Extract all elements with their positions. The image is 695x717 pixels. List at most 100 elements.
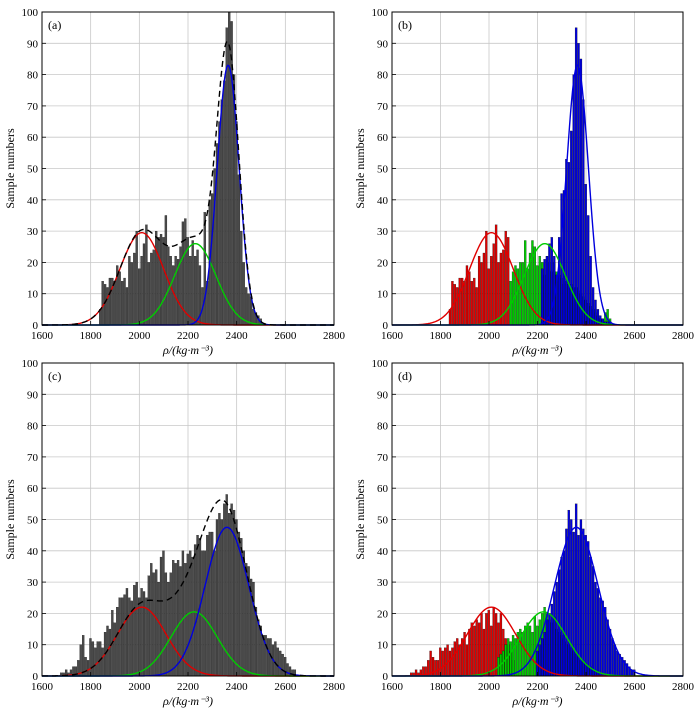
histogram-bar bbox=[538, 256, 541, 326]
histogram-bar bbox=[572, 531, 575, 677]
x-tick-label: 1600 bbox=[31, 330, 54, 342]
histogram-bar bbox=[485, 230, 488, 326]
histogram-bar bbox=[509, 641, 512, 677]
histogram-bar bbox=[203, 212, 206, 326]
histogram-bar bbox=[101, 281, 104, 326]
histogram-bar bbox=[245, 287, 248, 326]
histogram-bar bbox=[524, 240, 527, 326]
histogram-bar bbox=[79, 644, 82, 677]
histogram-bar bbox=[118, 271, 121, 326]
y-tick-label: 30 bbox=[27, 226, 39, 238]
y-tick-label: 100 bbox=[22, 358, 39, 370]
y-tick-label: 10 bbox=[27, 289, 39, 301]
x-axis-label: ρ/(kg·m⁻³) bbox=[511, 343, 562, 357]
histogram-bar bbox=[492, 243, 495, 326]
y-tick-label: 0 bbox=[33, 671, 39, 683]
histogram-bar bbox=[206, 535, 209, 677]
panel-label: (c) bbox=[48, 369, 61, 383]
histogram-bar bbox=[240, 230, 243, 326]
histogram-bar bbox=[516, 268, 520, 326]
histogram-bar bbox=[174, 563, 177, 677]
y-tick-label: 80 bbox=[377, 421, 389, 433]
panels: 1600 1800 2000 2200 2400 2600 2800010203040506… bbox=[3, 7, 695, 708]
x-tick-label: 1600 bbox=[31, 681, 54, 693]
y-tick-label: 0 bbox=[383, 671, 389, 683]
x-tick-label: 2400 bbox=[575, 681, 598, 693]
histogram-bar bbox=[257, 619, 260, 677]
histogram-bar bbox=[120, 597, 124, 677]
panel-a-ticks: 1600 1800 2000 2200 2400 2600 2800 0 10 20 30 40 50 6… bbox=[22, 7, 346, 342]
x-tick-label: 2600 bbox=[624, 681, 647, 693]
histogram-bar bbox=[572, 74, 575, 326]
histogram-bar bbox=[169, 256, 172, 326]
histogram-bar bbox=[587, 541, 590, 677]
histogram-bar bbox=[487, 610, 490, 677]
histogram-bar bbox=[577, 43, 580, 326]
histogram-bar bbox=[242, 262, 245, 326]
y-tick-label: 10 bbox=[377, 640, 389, 652]
histogram-bar bbox=[451, 281, 454, 326]
panel-label: (a) bbox=[48, 18, 61, 32]
histogram-bar bbox=[237, 531, 241, 677]
histogram-bar bbox=[567, 162, 570, 326]
y-tick-label: 70 bbox=[377, 101, 389, 113]
y-tick-label: 40 bbox=[377, 195, 389, 207]
histogram-bar bbox=[608, 628, 612, 677]
x-tick-label: 2000 bbox=[128, 330, 151, 342]
y-tick-label: 20 bbox=[27, 608, 39, 620]
histogram-bar bbox=[538, 644, 541, 677]
x-tick-label: 2600 bbox=[274, 681, 297, 693]
y-tick-label: 60 bbox=[377, 483, 389, 495]
histogram-bar bbox=[84, 657, 87, 677]
histogram-bar bbox=[228, 513, 231, 677]
histogram-bar bbox=[475, 287, 478, 326]
histogram-bar bbox=[560, 193, 563, 326]
x-axis-label: ρ/(kg·m⁻³) bbox=[162, 694, 213, 708]
histogram-bar bbox=[96, 641, 99, 677]
x-tick-label: 2400 bbox=[575, 330, 598, 342]
histogram-bar bbox=[133, 252, 136, 326]
y-tick-label: 90 bbox=[377, 389, 389, 401]
histogram-bar bbox=[555, 581, 558, 677]
histogram-bar bbox=[164, 572, 168, 677]
histogram-bar bbox=[589, 256, 592, 326]
histogram-bar bbox=[436, 660, 440, 677]
histogram-bar bbox=[208, 531, 211, 677]
y-tick-label: 50 bbox=[377, 515, 389, 527]
y-axis-label: Sample numbers bbox=[353, 128, 367, 209]
histogram-bar bbox=[434, 660, 437, 677]
histogram-bar bbox=[142, 243, 146, 326]
histogram-bar bbox=[172, 265, 175, 326]
histogram-bar bbox=[237, 174, 241, 326]
histogram-bar bbox=[451, 647, 454, 677]
histogram-bar bbox=[113, 622, 116, 677]
histogram-bar bbox=[94, 647, 97, 677]
histogram-bar bbox=[145, 224, 148, 326]
histogram-bar bbox=[477, 622, 481, 677]
histogram-bar bbox=[470, 622, 473, 677]
y-tick-label: 0 bbox=[383, 320, 389, 332]
histogram-bar bbox=[616, 650, 619, 677]
histogram-bar bbox=[147, 262, 151, 326]
histogram-bar bbox=[468, 271, 471, 326]
histogram-bar bbox=[101, 647, 104, 677]
histogram-bar bbox=[128, 256, 131, 326]
histogram-bar bbox=[475, 619, 478, 677]
sum-curve bbox=[42, 499, 334, 677]
histogram-bar bbox=[492, 607, 495, 677]
panel-d: 1600 1800 2000 2200 2400 2600 2800 0 10 20 30 40 50 6… bbox=[353, 358, 695, 708]
histogram-bar bbox=[196, 249, 199, 326]
x-tick-label: 1800 bbox=[80, 330, 103, 342]
histogram-bar bbox=[596, 588, 600, 677]
histogram-bar bbox=[89, 638, 92, 677]
y-tick-label: 30 bbox=[377, 226, 389, 238]
y-tick-label: 20 bbox=[27, 257, 39, 269]
panel-a: 1600 1800 2000 2200 2400 2600 2800 0 10 20 30 40 50 6… bbox=[3, 7, 346, 357]
y-tick-label: 90 bbox=[27, 389, 39, 401]
histogram-bar bbox=[137, 268, 141, 326]
x-tick-label: 1800 bbox=[430, 681, 453, 693]
histogram-bar bbox=[159, 234, 163, 326]
histogram-bar bbox=[213, 550, 216, 677]
x-tick-label: 2200 bbox=[177, 330, 200, 342]
y-axis-label: Sample numbers bbox=[3, 479, 17, 560]
